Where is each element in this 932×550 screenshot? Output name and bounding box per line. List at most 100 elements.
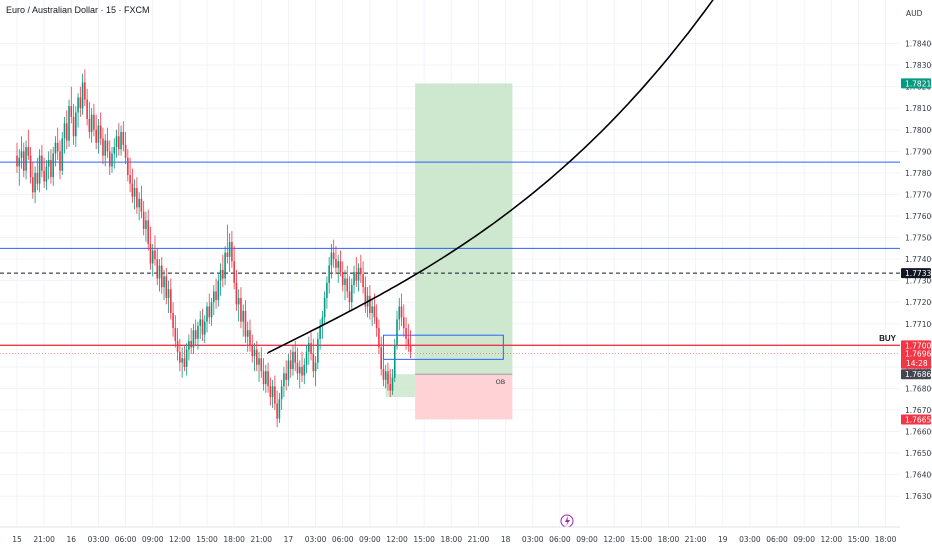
- time-tick-label: 06:00: [332, 535, 354, 544]
- candle-body: [393, 345, 396, 378]
- candle-body: [93, 114, 95, 130]
- time-tick-label: 09:00: [793, 535, 815, 544]
- time-tick-label: 21:00: [468, 535, 490, 544]
- price-tick-label: 1.76700: [905, 406, 932, 415]
- candle-body: [283, 373, 285, 387]
- candle-body: [104, 140, 107, 156]
- candle-body: [389, 384, 392, 391]
- candle-body: [111, 153, 113, 167]
- candle-body: [289, 360, 292, 370]
- ob-label: OB: [496, 378, 506, 386]
- candle-body: [160, 265, 163, 288]
- candle-body: [117, 136, 120, 150]
- price-tick-label: 1.77300: [905, 277, 932, 286]
- price-tick-label: 1.77700: [905, 190, 932, 199]
- price-axis[interactable]: AUD1.784001.783001.782001.781001.780001.…: [900, 0, 932, 550]
- time-tick-label: 03:00: [88, 535, 110, 544]
- candle-body: [170, 289, 172, 313]
- candle-body: [188, 341, 190, 350]
- time-axis-bg: [0, 527, 900, 550]
- candle-body: [56, 142, 59, 152]
- candle-body: [65, 123, 68, 141]
- price-tag-label: 1.76866: [905, 370, 932, 379]
- lightning-icon-bolt: [565, 516, 570, 526]
- candle-body: [369, 295, 371, 313]
- candle-body: [373, 306, 376, 318]
- candle-body: [357, 267, 360, 281]
- price-tick-label: 1.76800: [905, 384, 932, 393]
- price-tick-label: 1.77800: [905, 169, 932, 178]
- candle-body: [32, 177, 34, 193]
- candle-body: [149, 244, 152, 264]
- price-tick-label: 1.76300: [905, 492, 932, 501]
- candle-body: [280, 386, 283, 400]
- price-tick-label: 1.76500: [905, 449, 932, 458]
- candle-body: [305, 351, 308, 365]
- candle-body: [332, 252, 335, 260]
- candle-body: [235, 282, 238, 305]
- candle-body: [378, 328, 380, 348]
- candle-body: [29, 155, 32, 178]
- stop-zone: [415, 374, 513, 420]
- time-tick-label: 03:00: [305, 535, 327, 544]
- candle-body: [183, 358, 186, 367]
- candle-body: [224, 252, 226, 279]
- candle-body: [210, 302, 213, 318]
- candle-body: [68, 106, 70, 141]
- price-tag: [901, 348, 931, 369]
- candle-body: [22, 151, 25, 171]
- candle-body: [165, 276, 168, 298]
- time-tick-label: 03:00: [522, 535, 544, 544]
- position-zones: OB: [382, 83, 513, 420]
- candle-body: [215, 291, 217, 301]
- candle-body: [319, 325, 321, 339]
- candle-body: [185, 349, 188, 367]
- time-tick-label: 12:00: [821, 535, 843, 544]
- time-tick-label: 16: [67, 535, 77, 544]
- buy-label: BUY: [879, 334, 897, 343]
- price-tick-label: 1.77400: [905, 255, 932, 264]
- price-tag-label: 1.77000: [905, 341, 932, 350]
- candle-body: [321, 317, 324, 326]
- candle-body: [197, 325, 199, 339]
- candle-body: [226, 252, 229, 257]
- candle-body: [330, 252, 333, 266]
- candle-body: [391, 377, 394, 391]
- candle-body: [151, 250, 154, 264]
- time-tick-label: 12:00: [169, 535, 191, 544]
- candle-body: [337, 261, 340, 268]
- time-tick-label: 21:00: [685, 535, 707, 544]
- candle-body: [131, 183, 134, 197]
- candle-body: [147, 220, 149, 245]
- candle-body: [339, 261, 342, 273]
- candle-body: [246, 330, 249, 337]
- candle-body: [409, 345, 412, 352]
- candle-body: [41, 155, 43, 171]
- candle-body: [84, 82, 86, 100]
- price-tag-label: 1.76656: [905, 415, 932, 424]
- candle-body: [219, 269, 222, 281]
- candle-body: [375, 317, 378, 329]
- price-tick-label: 1.78300: [905, 61, 932, 70]
- candle-body: [88, 119, 91, 132]
- candle-body: [228, 241, 231, 257]
- time-tick-label: 06:00: [766, 535, 788, 544]
- lightning-icon: [560, 514, 574, 528]
- candle-body: [387, 371, 389, 385]
- time-tick-label: 21:00: [33, 535, 55, 544]
- time-axis[interactable]: 15 21:00 16 03:00 06:00 09:00 12:00 15:00 18:00 2…: [0, 526, 900, 550]
- candle-body: [384, 371, 387, 380]
- candle-body: [258, 358, 260, 365]
- time-tick-label: 15:00: [196, 535, 218, 544]
- candle-body: [350, 284, 353, 303]
- candle-body: [398, 306, 401, 320]
- candle-body: [294, 351, 297, 363]
- candle-body: [113, 147, 116, 154]
- candle-body: [133, 187, 136, 197]
- candle-body: [201, 319, 204, 335]
- candle-body: [127, 157, 129, 176]
- candle-body: [371, 306, 373, 313]
- candle-body: [97, 125, 100, 143]
